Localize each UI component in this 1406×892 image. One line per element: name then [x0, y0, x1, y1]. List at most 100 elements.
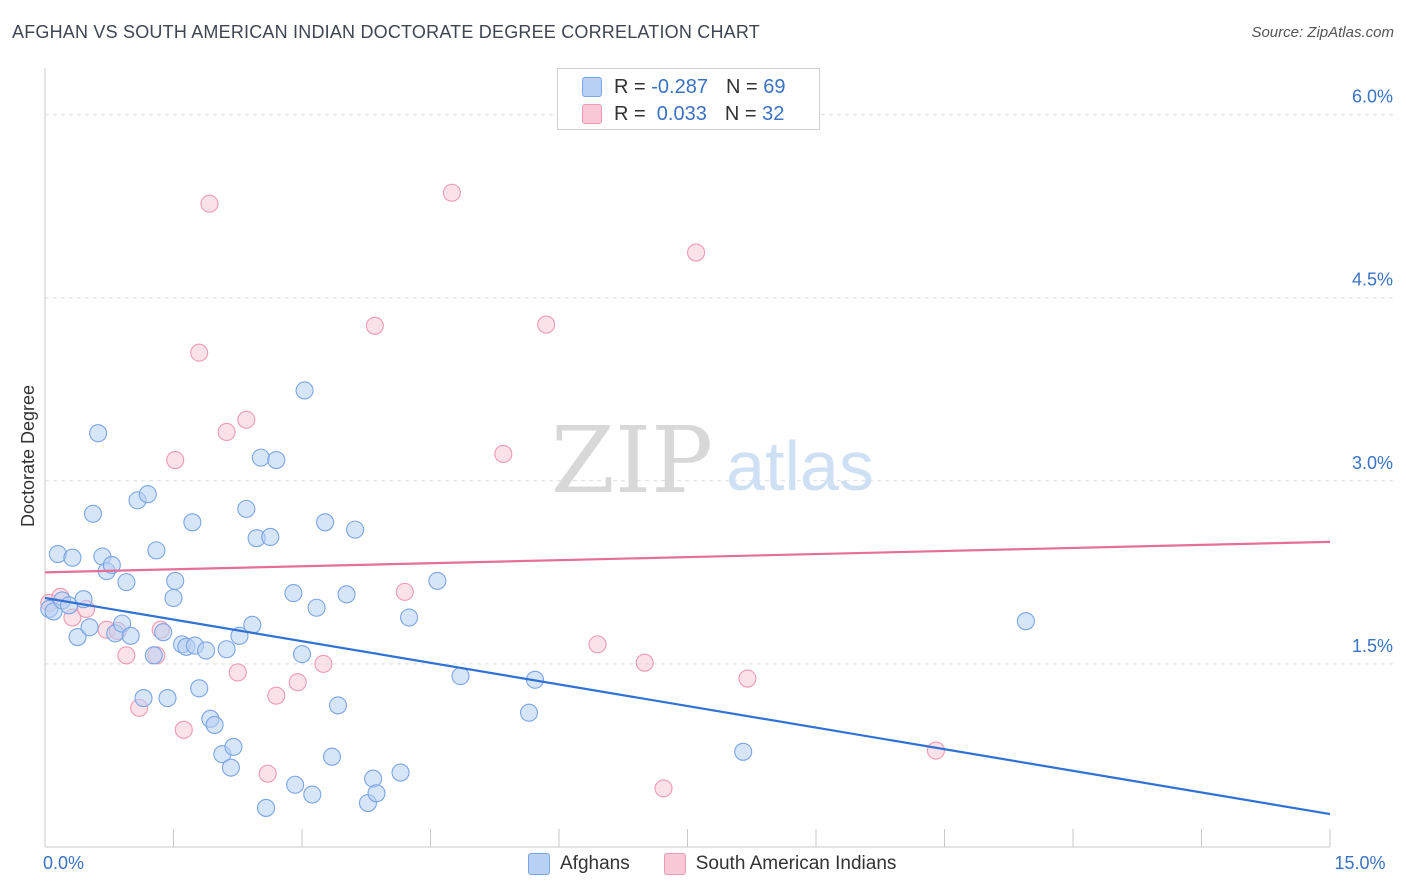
legend-row-afghans: R = -0.287 N = 69	[582, 75, 785, 99]
afghan-point-54	[322, 747, 342, 766]
afghan-point-9	[83, 504, 103, 523]
watermark-zip: ZIP	[551, 407, 713, 514]
legend-n-label: N =	[725, 75, 764, 98]
legend-label-afghans: Afghans	[560, 853, 630, 874]
series-legend: Afghans South American Indians	[528, 851, 930, 877]
south-american-indian-point-16	[237, 410, 256, 429]
south-american-indian-point-14	[217, 422, 236, 442]
south-american-indian-point-29	[687, 243, 706, 262]
afghan-point-45	[261, 527, 280, 547]
legend-r-label: R =	[614, 75, 652, 98]
watermark-atlas: atlas	[726, 427, 874, 505]
afghan-point-37	[221, 758, 240, 777]
legend-item-afghans[interactable]: Afghans	[528, 853, 630, 875]
tick-labels: 1.5% 3.0% 4.5% 6.0% 0.0% 15.0%	[43, 87, 1393, 873]
south-american-indian-point-28	[654, 779, 673, 798]
south-american-indian-point-24	[494, 444, 513, 464]
y-tick-label-0: 1.5%	[1352, 636, 1393, 656]
afghan-point-46	[267, 451, 286, 470]
afghan-point-16	[117, 573, 136, 592]
chart-title: AFGHAN VS SOUTH AMERICAN INDIAN DOCTORAT…	[12, 22, 760, 42]
afghan-point-19	[134, 689, 153, 708]
south-american-indian-point-17	[258, 764, 277, 783]
afghan-point-10	[89, 424, 108, 443]
south-american-indian-point-23	[442, 183, 461, 202]
afghan-point-31	[190, 679, 209, 698]
afghan-point-22	[147, 541, 166, 560]
afghan-point-23	[154, 623, 173, 642]
afghan-point-43	[251, 448, 270, 467]
south-american-indian-point-22	[395, 582, 414, 601]
trend-line-afghans	[44, 596, 1331, 816]
afghan-point-44	[256, 798, 276, 817]
series-afghans	[40, 381, 1035, 817]
south-american-indian-point-26	[588, 635, 607, 654]
watermark: ZIP atlas	[551, 407, 874, 514]
afghan-point-20	[138, 485, 157, 504]
afghan-point-63	[428, 571, 447, 590]
afghan-point-67	[734, 742, 753, 761]
x-tick-label-0: 0.0%	[43, 853, 84, 873]
y-axis-label: Doctorate Degree	[18, 385, 38, 527]
afghan-point-6	[68, 628, 87, 647]
afghan-point-48	[286, 775, 305, 794]
correlation-legend: R = -0.287 N = 69 R = 0.033 N = 32	[557, 68, 820, 130]
afghan-point-52	[307, 598, 326, 617]
afghan-point-62	[400, 608, 419, 627]
trend-line-south-american-indians	[44, 540, 1331, 574]
legend-row-south-american-indians: R = 0.033 N = 32	[582, 102, 784, 126]
south-american-indian-point-19	[288, 673, 307, 692]
south-american-indian-point-27	[635, 653, 654, 672]
afghan-point-26	[166, 571, 185, 590]
afghan-point-25	[164, 588, 183, 608]
afghan-point-57	[346, 520, 365, 539]
trend-lines	[44, 540, 1331, 816]
afghan-point-50	[295, 381, 314, 400]
afghan-point-34	[205, 715, 224, 734]
afghan-point-61	[391, 763, 410, 782]
south-american-indian-point-20	[314, 654, 333, 673]
south-american-indian-point-31	[926, 741, 945, 760]
afghan-point-24	[158, 689, 177, 708]
south-american-indian-point-12	[190, 343, 209, 362]
afghan-point-59	[364, 769, 383, 788]
afghan-point-17	[121, 626, 140, 645]
south-american-indian-point-10	[166, 451, 185, 470]
afghan-point-21	[144, 646, 163, 665]
legend-label-south-american-indians: South American Indians	[695, 853, 897, 874]
legend-r-label: R =	[614, 102, 652, 125]
legend-swatch-afghans	[582, 77, 602, 97]
afghan-point-38	[224, 737, 243, 756]
south-american-indian-point-15	[228, 663, 247, 682]
axes	[44, 68, 1331, 848]
afghan-point-49	[292, 645, 312, 664]
source-credit: Source: ZipAtlas.com	[1251, 24, 1394, 41]
afghan-point-55	[328, 696, 348, 715]
south-american-indian-point-13	[200, 194, 219, 213]
legend-r-value: -0.287	[651, 75, 708, 98]
afghan-point-47	[284, 584, 303, 603]
afghan-point-64	[451, 667, 470, 686]
afghan-point-68	[1016, 612, 1035, 631]
south-american-indian-point-11	[174, 720, 193, 739]
south-american-indian-point-25	[537, 315, 556, 334]
afghan-point-5	[63, 548, 82, 567]
afghan-point-56	[337, 585, 356, 604]
afghan-point-13	[102, 555, 121, 575]
afghan-point-29	[183, 513, 202, 532]
x-tick-label-1: 15.0%	[1334, 853, 1385, 873]
y-tick-label-3: 6.0%	[1352, 87, 1393, 107]
legend-item-south-american-indians[interactable]: South American Indians	[663, 853, 897, 875]
afghan-point-36	[217, 640, 236, 659]
legend-r-value: 0.033	[651, 102, 707, 125]
legend-n-value: 32	[762, 102, 785, 125]
legend-swatch-south-american-indians	[582, 104, 602, 124]
afghan-point-65	[519, 703, 539, 722]
legend-swatch-afghans	[528, 853, 550, 875]
south-american-indian-point-21	[365, 316, 384, 335]
legend-swatch-south-american-indians	[663, 853, 686, 875]
afghan-point-53	[316, 513, 335, 532]
afghan-point-32	[197, 641, 216, 660]
afghan-point-60	[367, 784, 386, 803]
